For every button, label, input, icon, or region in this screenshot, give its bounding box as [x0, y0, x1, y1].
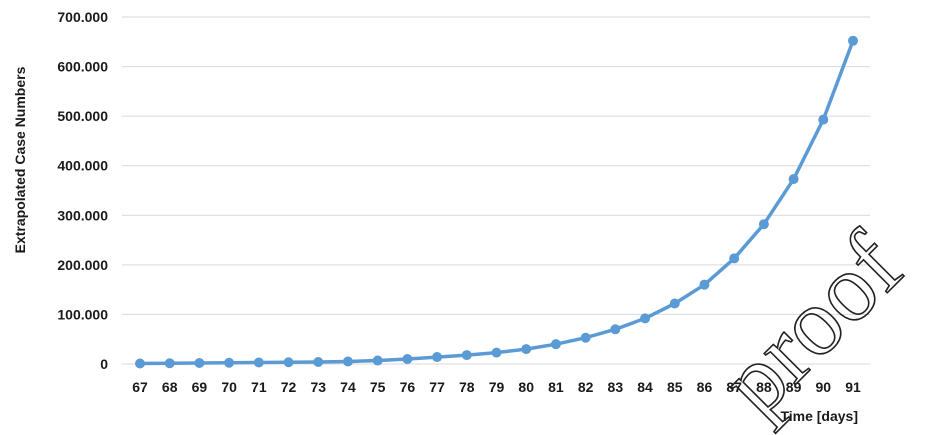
x-tick-label: 82 — [578, 379, 594, 395]
x-tick-label: 78 — [459, 379, 475, 395]
data-point — [610, 324, 621, 335]
x-tick-label: 77 — [429, 379, 445, 395]
y-tick-label: 700.000 — [57, 9, 108, 25]
x-axis-title: Time [days] — [780, 408, 858, 424]
x-tick-label: 68 — [162, 379, 178, 395]
data-point — [342, 356, 353, 367]
x-tick-label: 84 — [637, 379, 653, 395]
x-tick-label: 73 — [310, 379, 326, 395]
data-point — [491, 347, 502, 358]
x-tick-label: 83 — [608, 379, 624, 395]
data-point — [164, 358, 175, 369]
x-tick-label: 76 — [400, 379, 416, 395]
x-tick-label: 86 — [697, 379, 713, 395]
x-tick-label: 87 — [726, 379, 742, 395]
x-tick-label: 74 — [340, 379, 356, 395]
data-point — [224, 357, 235, 368]
data-point — [640, 313, 651, 324]
data-point — [758, 219, 769, 230]
x-tick-label: 71 — [251, 379, 267, 395]
data-point — [580, 332, 591, 343]
data-point — [669, 298, 680, 309]
gridlines — [122, 16, 870, 365]
data-point — [818, 114, 829, 125]
data-point — [461, 350, 472, 361]
x-tick-label: 88 — [756, 379, 772, 395]
data-point — [550, 339, 561, 350]
data-point — [402, 354, 413, 365]
data-point — [848, 35, 858, 46]
y-tick-label: 200.000 — [57, 257, 108, 273]
x-tick-label: 81 — [548, 379, 564, 395]
data-points — [135, 35, 858, 369]
y-tick-label: 0 — [100, 356, 108, 372]
data-point — [135, 358, 145, 369]
data-point — [194, 358, 205, 369]
y-tick-label: 100.000 — [57, 306, 108, 322]
x-tick-label: 91 — [845, 379, 861, 395]
watermark-text: proof — [699, 212, 922, 435]
x-tick-label: 69 — [192, 379, 208, 395]
x-tick-label: 72 — [281, 379, 297, 395]
data-point — [729, 253, 740, 264]
x-tick-label: 90 — [816, 379, 832, 395]
x-tick-label: 79 — [489, 379, 505, 395]
y-axis-title: Extrapolated Case Numbers — [12, 66, 28, 253]
x-tick-label: 75 — [370, 379, 386, 395]
y-tick-label: 400.000 — [57, 158, 108, 174]
y-tick-label: 300.000 — [57, 207, 108, 223]
x-tick-label: 67 — [132, 379, 148, 395]
x-tick-label: 70 — [221, 379, 237, 395]
data-point — [699, 279, 710, 290]
data-point — [283, 357, 294, 368]
x-axis-ticks: 67 68 69 70 71 72 73 74 75 76 77 78 79 80 81 82 83 84 85 86… — [132, 379, 861, 395]
data-point — [788, 174, 799, 185]
data-point — [313, 357, 324, 368]
data-point — [432, 352, 443, 363]
y-tick-label: 500.000 — [57, 108, 108, 124]
x-tick-label: 80 — [518, 379, 534, 395]
y-axis-ticks: 0 100.000 200.000 300.000 400.000 500.000 600.… — [57, 9, 108, 372]
data-point — [372, 355, 383, 366]
y-tick-label: 600.000 — [57, 59, 108, 75]
data-point — [521, 344, 532, 355]
data-point — [253, 357, 264, 368]
x-tick-label: 89 — [786, 379, 802, 395]
x-tick-label: 85 — [667, 379, 683, 395]
